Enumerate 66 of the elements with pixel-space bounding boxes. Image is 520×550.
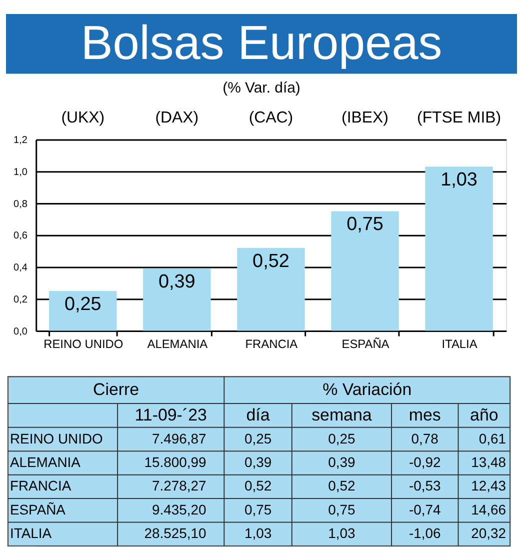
- y-tick-label: 0,6: [14, 230, 28, 242]
- text: -0,53: [408, 478, 441, 494]
- text: 13,48: [471, 454, 506, 470]
- bar: [49, 290, 117, 331]
- text: 15.800,99: [144, 454, 206, 470]
- text: 0,52: [328, 478, 356, 494]
- category-label: REINO UNIDO: [10, 430, 103, 446]
- x-tick-label: REINO UNIDO: [44, 337, 124, 352]
- category-label: ITALIA: [10, 525, 52, 542]
- text: (DAX): [155, 110, 199, 127]
- x-tick-label: ESPAÑA: [342, 337, 390, 352]
- text: -0,92: [408, 454, 441, 470]
- chart-subtitle: (% Var. día): [222, 80, 300, 97]
- text: 0,75: [244, 501, 272, 518]
- text: 1,03: [328, 525, 356, 542]
- y-tick-label: 0,4: [14, 262, 28, 274]
- y-tick-label: 1,0: [14, 166, 28, 178]
- category-label: año: [470, 405, 498, 424]
- x-tick-label: FRANCIA: [245, 337, 298, 352]
- text: (IBEX): [342, 110, 388, 127]
- data-label: 0,75: [346, 214, 384, 236]
- text: % Variación: [322, 380, 412, 400]
- text: (CAC): [248, 110, 294, 127]
- y-tick-label: 1,2: [14, 135, 28, 146]
- text: 0,39: [244, 454, 272, 470]
- bar: [331, 211, 399, 331]
- text: 14,66: [471, 501, 506, 518]
- text: 0,39: [328, 454, 356, 470]
- category-label: FRANCIA: [10, 478, 72, 494]
- data-label: 0,39: [158, 272, 196, 293]
- text: -1,06: [408, 525, 441, 542]
- x-tick-label: ALEMANIA: [147, 337, 208, 352]
- text: (FTSE MIB): [417, 110, 502, 127]
- text: 7.278,27: [152, 478, 206, 494]
- category-label: ESPAÑA: [10, 501, 66, 518]
- text: 12,43: [471, 478, 506, 494]
- x-tick-label: ITALIA: [442, 337, 478, 352]
- y-tick-label: 0,0: [14, 326, 28, 338]
- text: -0,74: [408, 501, 441, 518]
- data-label: 0,25: [64, 294, 102, 315]
- y-tick-label: 0,8: [14, 198, 28, 210]
- text: 0,25: [328, 430, 356, 446]
- text: 1,03: [244, 525, 272, 542]
- text: 7.496,87: [152, 430, 206, 446]
- category-label: mes: [408, 405, 441, 424]
- bar: [237, 248, 305, 331]
- data-label: 1,03: [440, 170, 478, 191]
- text: Cierre: [93, 380, 140, 400]
- bar: [143, 268, 211, 331]
- text: 0,75: [328, 501, 356, 518]
- text: 20,32: [471, 525, 506, 542]
- text: 0,61: [478, 430, 506, 446]
- category-label: 11-09-´23: [134, 405, 207, 424]
- data-label: 0,52: [252, 250, 290, 272]
- text: (UKX): [61, 110, 105, 127]
- text: 9.435,20: [152, 501, 206, 518]
- text: 0,52: [244, 478, 272, 494]
- text: 0,78: [411, 430, 438, 446]
- text: 28.525,10: [144, 525, 206, 542]
- category-label: día: [246, 405, 270, 424]
- category-label: ALEMANIA: [10, 454, 80, 470]
- bar: [425, 166, 493, 331]
- category-label: semana: [312, 405, 372, 424]
- text: 0,25: [244, 430, 272, 446]
- y-tick-label: 0,2: [14, 294, 28, 306]
- chart-title: Bolsas Europeas: [80, 16, 442, 70]
